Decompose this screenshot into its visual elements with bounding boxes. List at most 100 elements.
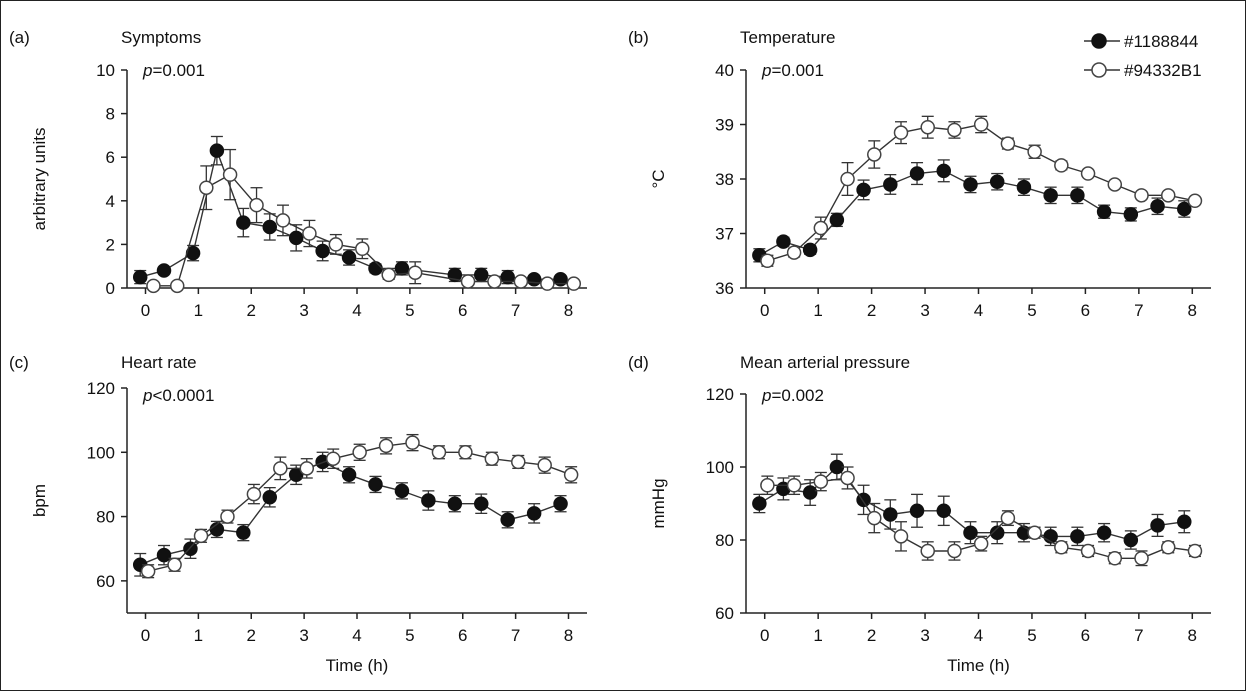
panel-a-series-open-point [460, 274, 476, 289]
panel-c-series-open-point [537, 457, 552, 473]
panel-a-y-tick-label: 0 [106, 279, 115, 298]
panel-b-series-open-line [767, 123, 1196, 262]
panel-c-series-open-point [325, 451, 341, 466]
panel-b-series-open-point [1027, 144, 1042, 159]
panel-b-series-filled-point [776, 234, 791, 249]
panel-c-series-open-point [220, 509, 235, 524]
panel-a-x-tick-label: 5 [405, 301, 414, 320]
panel-c-series-filled-point [262, 490, 278, 505]
panel-d-series-filled-point [829, 459, 845, 475]
panel-a-y-tick-label: 2 [106, 235, 115, 254]
panel-b-series-filled-point [989, 174, 1005, 189]
panel-b-series-open-point [867, 147, 882, 162]
panel-d-label: (d) [628, 353, 649, 372]
panel-b-y-tick-label: 36 [715, 279, 734, 298]
panel-a-p-symbol: p [142, 61, 152, 80]
panel-a-series-filled-point [262, 219, 278, 235]
panel-b-series-open-point [1080, 166, 1096, 181]
panel-b-series-open-point [973, 117, 989, 132]
panel-a-label: (a) [9, 28, 30, 47]
panel-d-series-open-point [1027, 525, 1042, 540]
panel-a-x-tick-label: 4 [352, 301, 361, 320]
panel-a-x-tick-label: 0 [141, 301, 150, 320]
panel-b-series-open-point [1107, 177, 1123, 192]
panel-c-series-open-point [378, 438, 394, 454]
panel-a-series-open-point [355, 241, 370, 257]
panel-d-x-tick-label: 3 [920, 626, 929, 645]
panel-a-series-open-point [381, 267, 396, 283]
panel-a-p-text: =0.001 [152, 61, 204, 80]
panel-c-y-tick-label: 100 [87, 443, 115, 462]
panel-a-series-open-point [407, 265, 423, 280]
panel-c-x-axis-label: Time (h) [326, 656, 389, 675]
panel-b-p-value: p=0.001 [761, 61, 824, 80]
panel-a-p-value: p=0.001 [142, 61, 205, 80]
panel-a-title: Symptoms [121, 28, 201, 47]
panel-b-x-tick-label: 8 [1188, 301, 1197, 320]
panel-b-series-open-point [947, 122, 962, 138]
panel-d-p-text: =0.002 [771, 386, 823, 405]
panel-d-series-filled-point [1123, 532, 1139, 548]
panel-a-series-filled-point [368, 261, 383, 276]
panel-a-x-tick-label: 8 [564, 301, 573, 320]
panel-a-series-filled-point [394, 261, 410, 276]
panel-c-series-open-point [563, 467, 579, 483]
panel-c-series-filled-point [526, 506, 542, 521]
panel-d-series-filled-point [1096, 525, 1112, 540]
panel-a-y-tick-label: 8 [106, 105, 115, 124]
panel-d-x-axis-label: Time (h) [947, 656, 1010, 675]
panel-a-series-open-point [222, 167, 238, 182]
panel-d-series-open-point [760, 478, 775, 493]
panel-d-series-open-point [867, 510, 882, 526]
panel-d-x-tick-label: 8 [1188, 626, 1197, 645]
panel-c-series-filled-point [236, 525, 251, 540]
panel-c-x-tick-label: 7 [511, 626, 520, 645]
panel-b-series-filled-point [1177, 201, 1192, 217]
panel-a-series-filled-point [288, 230, 304, 246]
panel-d-title: Mean arterial pressure [740, 353, 910, 372]
panel-c-series-filled-point [421, 493, 436, 508]
panel-b-series-open-point [1160, 188, 1176, 203]
panel-c-y-tick-label: 60 [96, 572, 115, 591]
panel-b-x-tick-label: 7 [1134, 301, 1143, 320]
panel-b-series-filled-point [802, 242, 818, 258]
panel-d-series-filled-point [1150, 518, 1165, 533]
panel-a-series-filled-point [132, 269, 148, 285]
panel-b-x-tick-label: 1 [813, 301, 822, 320]
panel-b-series-filled-point [1070, 188, 1085, 203]
panel-c-x-tick-label: 5 [405, 626, 414, 645]
panel-d-x-tick-label: 6 [1081, 626, 1090, 645]
panel-b-y-tick-label: 39 [715, 116, 734, 135]
panel-a-x-tick-label: 3 [299, 301, 308, 320]
panel-d-p-symbol: p [761, 386, 771, 405]
panel-d-series-open-point [786, 478, 802, 493]
panel-b-x-tick-label: 0 [760, 301, 769, 320]
panel-b-p-text: =0.001 [771, 61, 823, 80]
panel-a-x-tick-label: 2 [247, 301, 256, 320]
panel-b-series-open-point [1000, 136, 1016, 151]
panel-a-x-tick-label: 7 [511, 301, 520, 320]
panel-c-series-open-point [273, 461, 288, 476]
panel-d-y-tick-label: 80 [715, 531, 734, 550]
panel-b-y-tick-label: 38 [715, 170, 734, 189]
panel-c-x-tick-label: 3 [299, 626, 308, 645]
panel-a-x-tick-label: 1 [194, 301, 203, 320]
panel-d-series-filled-point [752, 496, 767, 511]
panel-c-series-open-point [193, 528, 209, 544]
panel-b-title: Temperature [740, 28, 835, 47]
panel-d-y-axis-label: mmHg [649, 478, 668, 528]
panel-a-series-filled-point [474, 267, 489, 283]
panel-d-series-open-point [840, 470, 855, 486]
panel-b-series-filled-point [856, 182, 871, 198]
panel-d-series-open-point [813, 474, 829, 489]
panel-b-series-open-point [813, 220, 829, 236]
panel-d-y-tick-label: 100 [706, 458, 734, 477]
panel-a-series-filled-point [526, 272, 542, 287]
panel-d-x-tick-label: 5 [1027, 626, 1036, 645]
panel-c-series-filled-point [156, 547, 172, 563]
legend-marker-open [1091, 62, 1107, 78]
panel-b-x-tick-label: 4 [974, 301, 983, 320]
panel-c-series-open-point [140, 563, 156, 579]
panel-b-series-open-point [1187, 193, 1203, 209]
